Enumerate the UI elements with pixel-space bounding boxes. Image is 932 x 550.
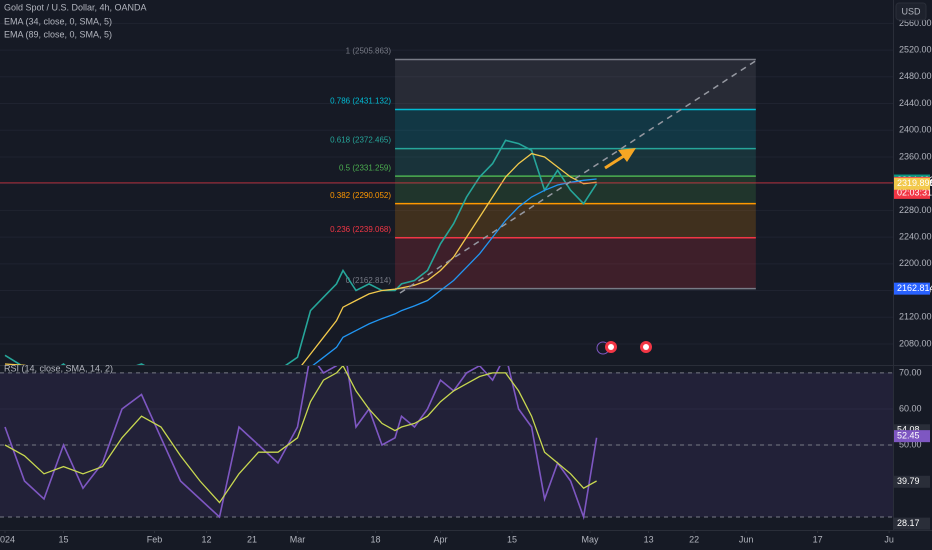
- y-tick-label: 70.00: [899, 367, 922, 377]
- series-line: [4, 365, 597, 504]
- y-tick-label: 2480.00: [899, 71, 932, 81]
- y-tick-label: 2200.00: [899, 258, 932, 268]
- fib-band: [395, 109, 756, 149]
- price-tag-label: 2162.814: [897, 283, 932, 293]
- x-tick-label: 21: [247, 534, 257, 544]
- series-line: [4, 139, 598, 365]
- x-tick-label: Apr: [434, 534, 448, 544]
- fib-band: [395, 59, 756, 110]
- price-tag-label: 52.45: [897, 431, 920, 441]
- axes: 2080.00 2120.00 21 60.00 2200.00 2240.00 2280.…: [0, 18, 932, 545]
- fib-label: 0.5 (2331.259): [339, 163, 391, 172]
- x-tick-label: 2024: [0, 534, 15, 544]
- price-tag-label: 54.08: [897, 425, 920, 435]
- rsi-pane: [0, 365, 893, 521]
- rsi-title: RSI (14, close, SMA, 14, 2): [4, 363, 113, 373]
- countdown: 02:03:31: [897, 187, 932, 197]
- fib-band: [395, 148, 756, 177]
- x-tick-label: 15: [58, 534, 68, 544]
- price-tag-label: 28.17: [897, 518, 920, 528]
- fib-label: 0 (2162.814): [346, 276, 392, 285]
- x-tick-label: 22: [689, 534, 699, 544]
- x-tick-label: Ju: [884, 534, 894, 544]
- legend-ema: EMA (34, close, 0, SMA, 5): [4, 16, 112, 26]
- price-tag: [894, 475, 930, 488]
- price-tag-label: 39.79: [897, 476, 920, 486]
- series-line: [312, 178, 597, 365]
- y-tick-label: 2280.00: [899, 205, 932, 215]
- series-line: [4, 152, 597, 365]
- trend-line: [399, 59, 758, 294]
- rsi-band: [0, 372, 893, 518]
- x-tick-label: 18: [371, 534, 381, 544]
- x-tick-label: 17: [813, 534, 823, 544]
- x-tick-label: 15: [507, 534, 517, 544]
- fib-band: [395, 237, 756, 289]
- fib-band: [395, 176, 756, 204]
- currency: USD: [901, 6, 921, 16]
- currency-button[interactable]: [895, 2, 927, 21]
- x-tick-label: Feb: [147, 534, 163, 544]
- y-tick-label: 2080.00: [899, 338, 932, 348]
- legend-symbol: Gold Spot / U.S. Dollar, 4h, OANDA: [4, 2, 147, 12]
- fib-label: 0.236 (2239.068): [330, 225, 391, 234]
- y-tick-label: 50.00: [899, 439, 922, 449]
- fib-label: 0.382 (2290.052): [330, 191, 391, 200]
- price-pane: 1 (2505.863) 0.786 (2431.132) 0.618 (2372.…: [0, 22, 893, 365]
- price-tag: [894, 430, 930, 443]
- y-tick-label: 2240.00: [899, 231, 932, 241]
- arrow: [604, 148, 636, 170]
- y-tick-label: 2560.00: [899, 18, 932, 28]
- y-tick-label: 2400.00: [899, 125, 932, 135]
- price-tag: [894, 177, 930, 190]
- price-tag: [894, 517, 930, 530]
- y-tick-label: 60.00: [899, 403, 922, 413]
- x-tick-label: 12: [202, 534, 212, 544]
- x-tick-label: Mar: [290, 534, 306, 544]
- x-tick-label: Jun: [739, 534, 754, 544]
- x-tick-label: 13: [644, 534, 654, 544]
- y-tick-label: 2440.00: [899, 98, 932, 108]
- y-tick-label: 2520.00: [899, 44, 932, 54]
- price-tag: [894, 282, 930, 295]
- y-tick-label: 2360.00: [899, 151, 932, 161]
- fib-label: 0.618 (2372.465): [330, 136, 391, 145]
- fib-label: 0.786 (2431.132): [330, 97, 391, 106]
- legend-ema: EMA (89, close, 0, SMA, 5): [4, 29, 112, 39]
- fib-label: 1 (2505.863): [346, 47, 392, 56]
- price-tag-label: 2319.891: [897, 178, 932, 188]
- event-icons: [596, 341, 652, 355]
- y-tick-label: 2120.00: [899, 312, 932, 322]
- x-tick-label: May: [582, 534, 600, 544]
- fib-band: [395, 203, 756, 238]
